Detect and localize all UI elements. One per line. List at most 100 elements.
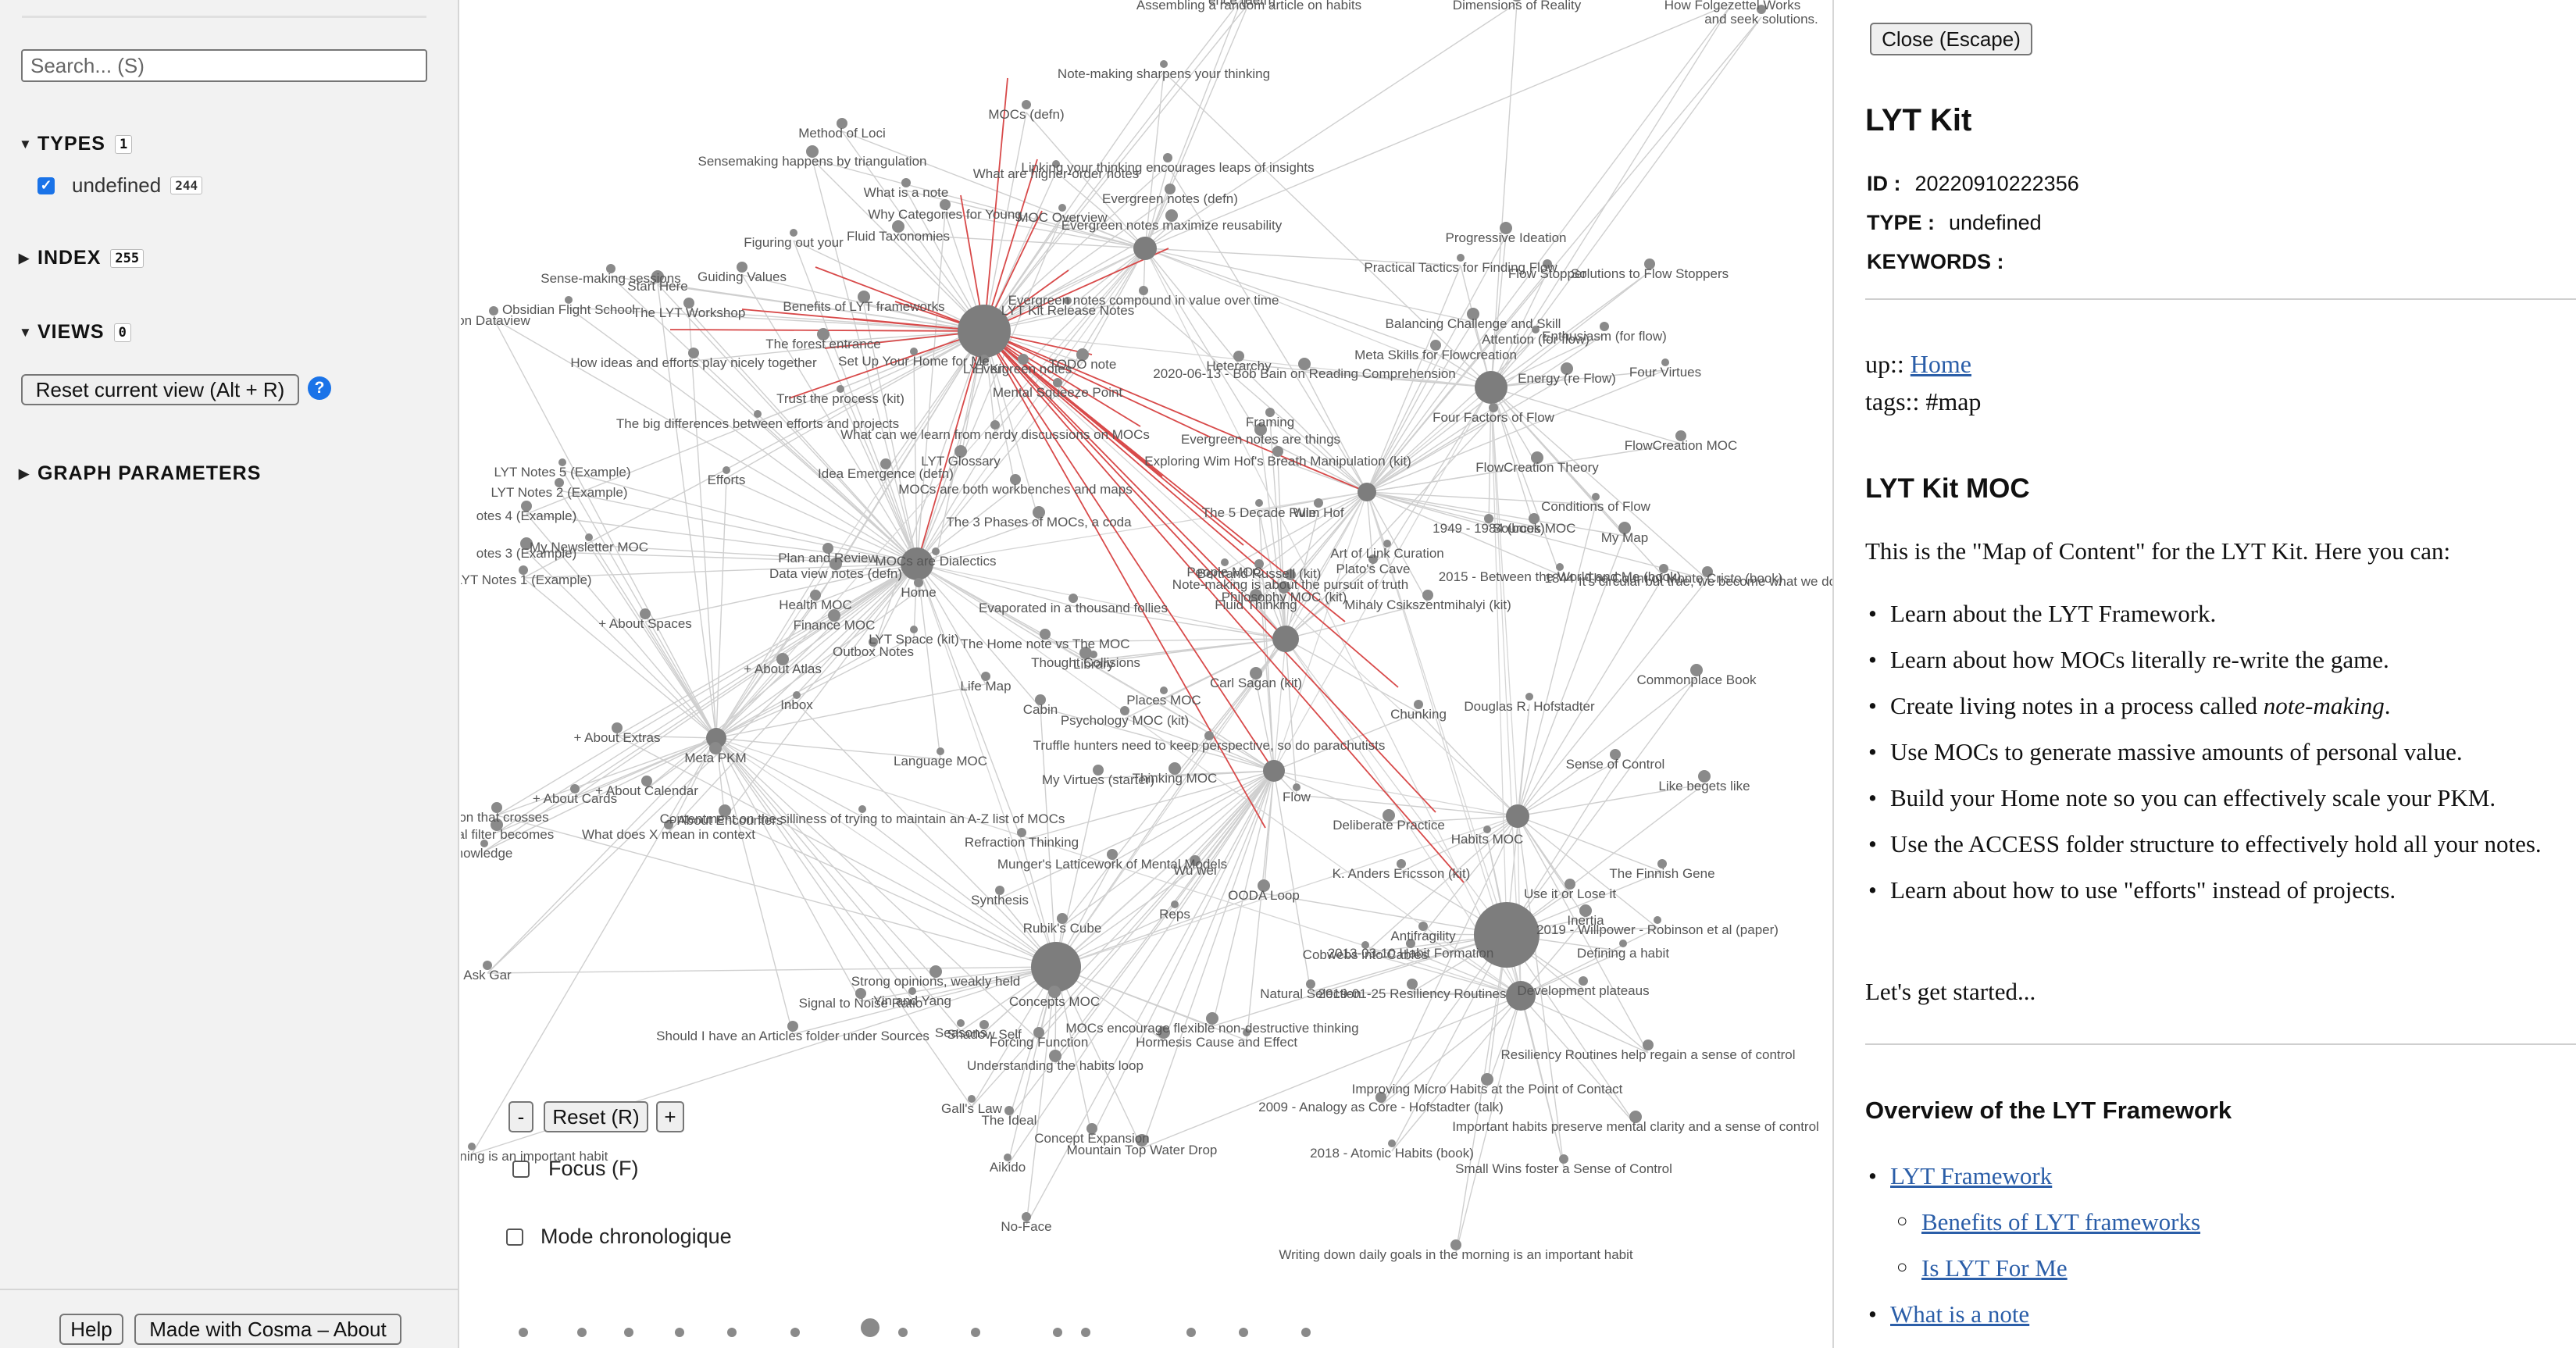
focus-toggle[interactable]: Focus (F) [512, 1157, 639, 1181]
graph-node[interactable] [565, 296, 573, 304]
graph-node[interactable] [737, 262, 747, 273]
graph-node[interactable] [1314, 498, 1323, 508]
graph-node[interactable] [1190, 855, 1201, 866]
reset-view-button[interactable]: Reset current view (Alt + R) [21, 374, 299, 405]
graph-node[interactable] [651, 270, 664, 283]
graph-node[interactable] [1064, 297, 1072, 305]
graph-canvas[interactable]: Note-making sharpens your thinking MOCs (… [461, 0, 1832, 1348]
search-input[interactable] [21, 49, 427, 82]
graph-node[interactable] [1383, 540, 1391, 547]
graph-node[interactable] [1272, 626, 1299, 652]
graph-node[interactable] [1278, 581, 1290, 594]
graph-node[interactable] [606, 264, 615, 273]
graph-node[interactable] [1079, 647, 1092, 659]
graph-node[interactable] [1186, 1328, 1196, 1337]
graph-node[interactable] [1057, 913, 1068, 924]
graph-node[interactable] [1361, 941, 1369, 949]
graph-node[interactable] [1643, 1040, 1654, 1050]
graph-node[interactable] [1204, 731, 1214, 740]
graph-node[interactable] [1139, 286, 1148, 295]
graph-node[interactable] [491, 802, 502, 813]
graph-node[interactable] [1406, 939, 1415, 948]
graph-node[interactable] [483, 961, 492, 970]
graph-node[interactable] [1659, 564, 1668, 573]
graph-node[interactable] [1506, 804, 1529, 828]
graph-node[interactable] [940, 199, 951, 210]
graph-node[interactable] [990, 420, 1000, 430]
graph-node[interactable] [1511, 0, 1523, 2]
graph-node[interactable] [1040, 629, 1051, 640]
graph-node[interactable] [1165, 209, 1178, 222]
graph-node[interactable] [1418, 922, 1428, 931]
graph-node[interactable] [1474, 902, 1540, 968]
graph-node[interactable] [968, 1095, 976, 1103]
graph-node[interactable] [570, 784, 580, 793]
graph-node[interactable] [1254, 423, 1267, 436]
graph-node[interactable] [828, 609, 840, 622]
graph-node[interactable] [675, 1328, 684, 1337]
graph-node[interactable] [1675, 430, 1686, 441]
graph-node[interactable] [640, 608, 651, 619]
graph-node[interactable] [722, 466, 730, 474]
graph-node[interactable] [1265, 408, 1275, 417]
graph-node[interactable] [1500, 222, 1512, 234]
graph-node[interactable] [1483, 826, 1491, 833]
graph-node[interactable] [1081, 1328, 1090, 1337]
graph-node[interactable] [910, 348, 918, 355]
graph-node[interactable] [1654, 916, 1661, 924]
graph-node[interactable] [521, 501, 532, 512]
graph-node[interactable] [1600, 322, 1609, 331]
graph-node[interactable] [1525, 693, 1533, 701]
graph-node[interactable] [1018, 354, 1029, 365]
up-link-home[interactable]: Home [1910, 350, 1971, 378]
graph-node[interactable] [1058, 204, 1066, 212]
graph-node[interactable] [1457, 254, 1465, 262]
graph-node[interactable] [979, 355, 989, 364]
link-lyt-framework[interactable]: LYT Framework [1890, 1162, 2053, 1189]
graph-node[interactable] [1250, 667, 1262, 679]
graph-node[interactable] [858, 291, 870, 303]
help-circle-icon[interactable]: ? [308, 376, 331, 400]
graph-node[interactable] [1532, 326, 1540, 333]
graph-node[interactable] [910, 626, 918, 633]
views-section-toggle[interactable]: ▼ VIEWS 0 [19, 321, 131, 344]
graph-node[interactable] [489, 306, 498, 316]
graph-node[interactable] [929, 965, 942, 978]
graph-node[interactable] [1239, 1328, 1248, 1337]
graph-node[interactable] [683, 298, 694, 308]
graph-node[interactable] [1120, 706, 1129, 715]
graph-node[interactable] [688, 348, 699, 358]
graph-node[interactable] [901, 178, 911, 187]
graph-node[interactable] [981, 672, 990, 681]
graph-node[interactable] [1559, 1154, 1568, 1164]
graph-node[interactable] [1561, 362, 1573, 375]
graph-node[interactable] [1263, 760, 1285, 782]
graph-node[interactable] [1163, 153, 1172, 162]
graph-parameters-toggle[interactable]: ▶ GRAPH PARAMETERS [19, 462, 261, 485]
graph-node[interactable] [558, 458, 566, 466]
graph-node[interactable] [1206, 1012, 1218, 1025]
graph-node[interactable] [995, 886, 1004, 895]
close-button[interactable]: Close (Escape) [1870, 23, 2032, 55]
graph-node[interactable] [1022, 1212, 1031, 1221]
graph-node[interactable] [1579, 904, 1592, 917]
graph-node[interactable] [1467, 308, 1479, 320]
graph-node[interactable] [1022, 100, 1031, 109]
graph-node[interactable] [1531, 451, 1543, 464]
graph-node[interactable] [1690, 664, 1703, 676]
graph-node[interactable] [1618, 522, 1631, 534]
graph-node[interactable] [624, 1328, 633, 1337]
graph-node[interactable] [519, 1328, 528, 1337]
graph-node[interactable] [1090, 651, 1097, 658]
graph-node[interactable] [1489, 403, 1498, 412]
graph-svg[interactable]: Note-making sharpens your thinking MOCs (… [461, 0, 1832, 1348]
graph-node[interactable] [1255, 499, 1263, 507]
graph-node[interactable] [577, 1328, 587, 1337]
graph-node[interactable] [908, 987, 916, 995]
graph-node[interactable] [1160, 686, 1168, 694]
graph-node[interactable] [1698, 770, 1711, 783]
graph-node[interactable] [1048, 986, 1061, 998]
graph-node[interactable] [1506, 981, 1536, 1011]
help-button[interactable]: Help [59, 1314, 123, 1345]
graph-node[interactable] [754, 410, 762, 418]
